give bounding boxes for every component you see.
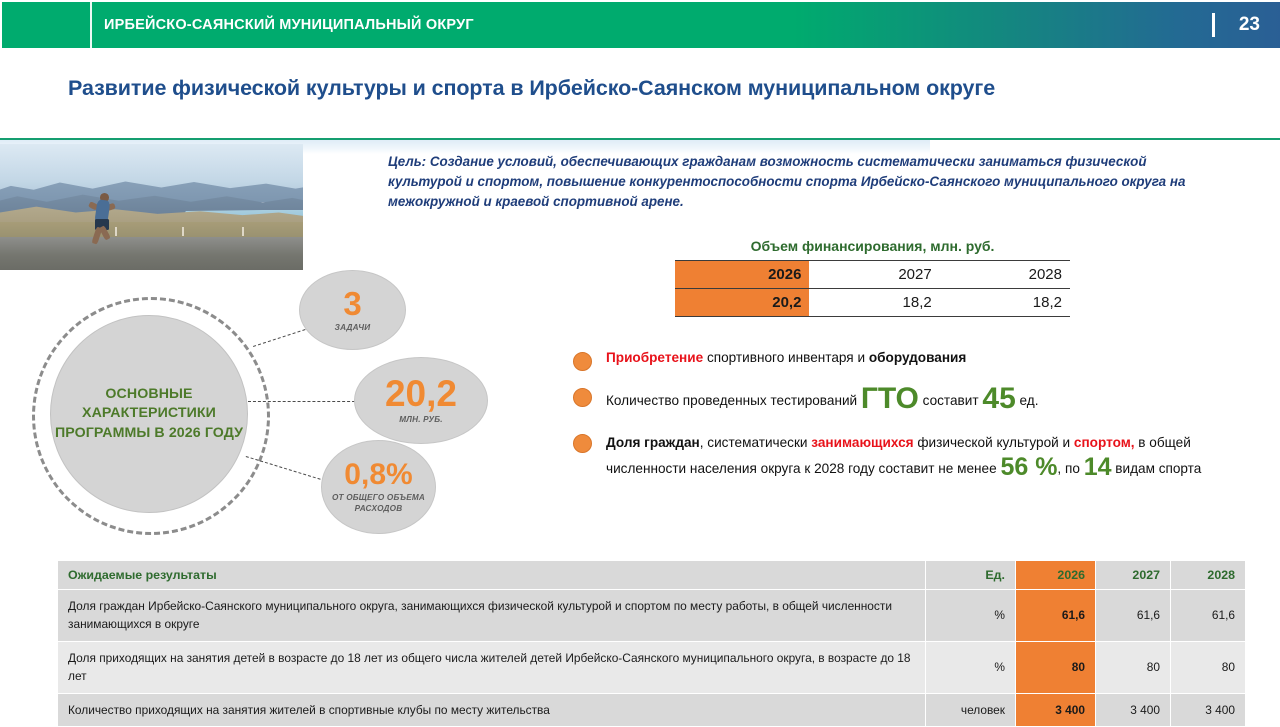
page-title: Развитие физической культуры и спорта в … <box>68 76 996 100</box>
photo-mountains-mid <box>0 194 303 215</box>
list-item: Доля граждан, систематически занимающихс… <box>568 430 1268 481</box>
photo-road <box>0 237 303 270</box>
bullet2-text-c: ед. <box>1015 392 1039 408</box>
connector-line-1 <box>253 327 311 347</box>
col-header-2026: 2026 <box>1015 560 1096 590</box>
diagram-core-circle: ОСНОВНЫЕ ХАРАКТЕРИСТИКИ ПРОГРАММЫ В 2026… <box>50 315 248 513</box>
dashed-outer-ring <box>32 297 270 535</box>
bullet3-text-e: видам спорта <box>1111 460 1202 476</box>
bullet2-count: 45 <box>982 381 1016 415</box>
diagram-core-label: ОСНОВНЫЕ ХАРАКТЕРИСТИКИ ПРОГРАММЫ В 2026… <box>54 386 244 441</box>
table-row: Доля граждан Ирбейско-Саянского муниципа… <box>57 589 1246 642</box>
row3-value-2027: 3 400 <box>1095 692 1171 727</box>
bubble-caption-share: ОТ ОБЩЕГО ОБЪЕМА РАСХОДОВ <box>331 493 426 513</box>
diagram-bubble-budget: 20,2 МЛН. РУБ. <box>354 357 488 444</box>
col-header-unit: Ед. <box>925 560 1016 590</box>
bullet3-red-a: занимающихся <box>811 434 914 450</box>
bullet1-highlight: Приобретение <box>606 350 704 365</box>
page-number: 23 <box>1238 14 1260 35</box>
runner-head <box>99 192 109 202</box>
runner-shorts <box>95 219 109 231</box>
table-row: Количество приходящих на занятия жителей… <box>57 692 1246 727</box>
bullet3-text-b: физической культурой и <box>913 434 1074 450</box>
slide-header: ИРБЕЙСКО-САЯНСКИЙ МУНИЦИПАЛЬНЫЙ ОКРУГ 23 <box>2 2 1280 48</box>
connector-line-2 <box>248 401 360 402</box>
organization-name: ИРБЕЙСКО-САЯНСКИЙ МУНИЦИПАЛЬНЫЙ ОКРУГ <box>104 17 474 33</box>
bullet-dot-icon <box>573 352 592 371</box>
list-item: Приобретение спортивного инвентаря и обо… <box>568 348 1268 371</box>
bullet2-text-a: Количество проведенных тестирований <box>606 392 861 408</box>
bubble-value-tasks: 3 <box>343 284 362 322</box>
row1-value-2027: 61,6 <box>1095 589 1171 642</box>
bubble-caption-tasks: ЗАДАЧИ <box>334 322 371 332</box>
title-divider-rule <box>0 138 1280 140</box>
expected-results-table: Ожидаемые результаты Ед. 2026 2027 2028 … <box>57 560 1246 727</box>
diagram-bubble-share: 0,8% ОТ ОБЩЕГО ОБЪЕМА РАСХОДОВ <box>321 440 436 534</box>
key-points-list: Приобретение спортивного инвентаря и обо… <box>568 348 1268 497</box>
bullet3-red-b: спортом, <box>1073 434 1135 450</box>
bullet3-sports-count: 14 <box>1083 452 1112 481</box>
finance-values-row: 20,2 18,2 18,2 <box>675 288 1070 317</box>
table-header-row: Ожидаемые результаты Ед. 2026 2027 2028 <box>57 560 1246 590</box>
bullet2-gto: ГТО <box>860 381 919 415</box>
finance-table: 2026 2027 2028 20,2 18,2 18,2 <box>675 260 1070 317</box>
col-header-description: Ожидаемые результаты <box>57 560 926 590</box>
bullet1-bold: оборудования <box>868 350 967 365</box>
bullet3-text-c: в общей численности населения округа к 2… <box>606 434 1191 476</box>
bubble-caption-budget: МЛН. РУБ. <box>399 415 443 425</box>
finance-year-2027: 2027 <box>809 260 940 289</box>
finance-year-2028: 2028 <box>939 260 1070 289</box>
finance-value-2028: 18,2 <box>939 288 1070 317</box>
bullet1-text: спортивного инвентаря и <box>703 350 869 365</box>
bullet3-text-d: , по <box>1057 460 1084 476</box>
col-header-2027: 2027 <box>1095 560 1171 590</box>
row3-value-2028: 3 400 <box>1170 692 1246 727</box>
finance-table-title: Объем финансирования, млн. руб. <box>750 238 995 254</box>
goal-text: Цель: Создание условий, обеспечивающих г… <box>388 154 1186 210</box>
runner-photo <box>0 144 303 270</box>
bubble-value-share: 0,8% <box>344 458 413 492</box>
list-item: Количество проведенных тестирований ГТО … <box>568 381 1268 415</box>
row3-description: Количество приходящих на занятия жителей… <box>57 692 926 727</box>
row1-value-2028: 61,6 <box>1170 589 1246 642</box>
row3-value-2026: 3 400 <box>1015 692 1096 727</box>
connector-line-3 <box>245 456 331 483</box>
photo-post <box>242 227 245 237</box>
bubble-value-budget: 20,2 <box>384 373 457 415</box>
page-number-divider <box>1212 13 1215 37</box>
bullet-dot-icon <box>573 387 592 407</box>
row1-description: Доля граждан Ирбейско-Саянского муниципа… <box>57 589 926 642</box>
table-row: Доля приходящих на занятия детей в возра… <box>57 640 1246 694</box>
photo-post <box>115 227 118 237</box>
bullet3-bold-a: Доля граждан <box>606 434 700 450</box>
bullet2-text-b: составит <box>918 392 983 408</box>
photo-post <box>181 227 184 237</box>
photo-runner-figure <box>82 189 124 245</box>
finance-year-2026: 2026 <box>675 260 810 289</box>
program-characteristics-diagram: ОСНОВНЫЕ ХАРАКТЕРИСТИКИ ПРОГРАММЫ В 2026… <box>10 270 530 560</box>
row1-unit: % <box>925 589 1016 642</box>
row2-value-2027: 80 <box>1095 640 1171 694</box>
finance-years-row: 2026 2027 2028 <box>675 260 1070 289</box>
finance-value-2026: 20,2 <box>675 288 810 317</box>
diagram-bubble-tasks: 3 ЗАДАЧИ <box>299 270 406 350</box>
header-divider <box>90 2 92 48</box>
row2-unit: % <box>925 640 1016 694</box>
row3-unit: человек <box>925 692 1016 727</box>
bullet3-percent: 56 % <box>1000 452 1058 481</box>
finance-value-2027: 18,2 <box>809 288 940 317</box>
row2-value-2028: 80 <box>1170 640 1246 694</box>
row1-value-2026: 61,6 <box>1015 589 1096 642</box>
photo-grass <box>0 222 303 240</box>
row2-description: Доля приходящих на занятия детей в возра… <box>57 640 926 694</box>
runner-leg-right <box>99 225 111 241</box>
bullet3-text-a: , систематически <box>699 434 812 450</box>
col-header-2028: 2028 <box>1170 560 1246 590</box>
bullet-dot-icon <box>573 433 592 453</box>
row2-value-2026: 80 <box>1015 640 1096 694</box>
